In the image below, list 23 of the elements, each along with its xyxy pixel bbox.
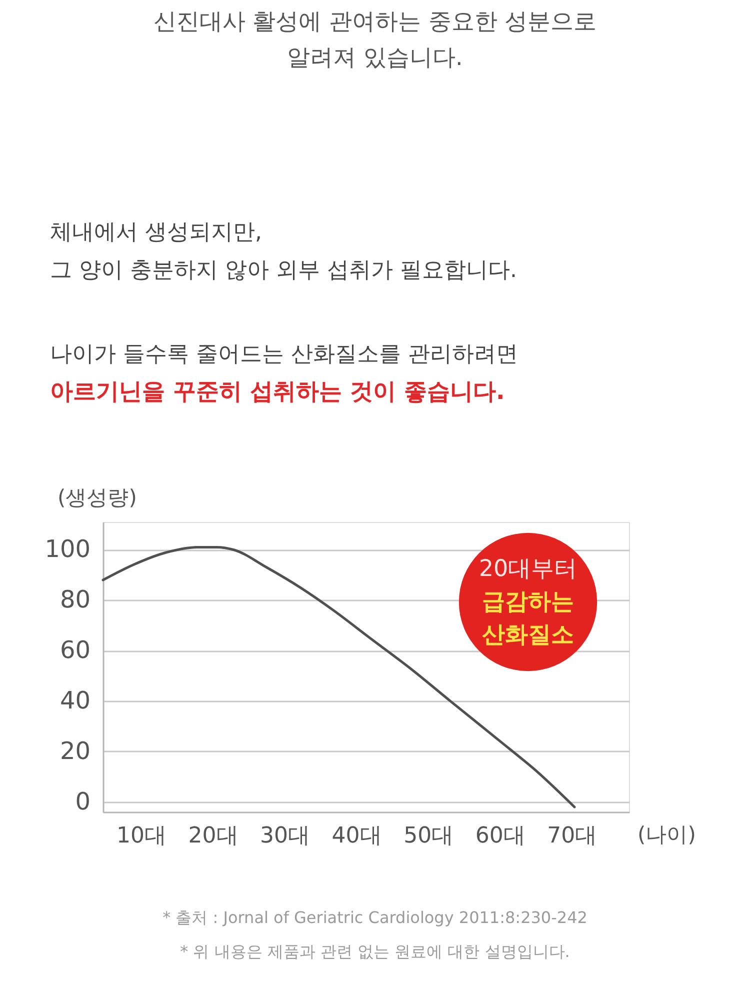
text: * 위 내용은 제품과 관련 없는 원료에 대한 설명입니다. <box>180 942 570 961</box>
text: * 출처 : Jornal of Geriatric Cardiology 2011:8:230-242 <box>162 908 588 927</box>
x-tick-label: 30대 <box>260 824 310 848</box>
x-tick-label: 60대 <box>475 824 526 848</box>
x-tick-label: 10대 <box>116 824 167 848</box>
annotation: 20대부터 급감하는 산화질소 <box>478 556 578 648</box>
y-axis-title: (생성량) <box>58 486 137 510</box>
x-tick-label: 20대 <box>188 824 238 848</box>
y-tick-label: 20 <box>60 736 90 765</box>
x-tick-label: 40대 <box>332 824 382 848</box>
text: 아르기닌을 꾸준히 섭취하는 것이 좋습니다. <box>50 379 505 405</box>
y-tick-label: 60 <box>60 636 90 664</box>
x-tick-label: 70대 <box>547 824 598 848</box>
x-tick-label: 50대 <box>404 824 454 848</box>
line-series <box>102 546 576 808</box>
text: 나이가 들수록 줄어드는 산화질소를 관리하려면 <box>50 342 518 367</box>
chart-title: 신진대사 활성에 관여하는 중요한 성분으로 알려져 있습니다. <box>153 9 597 71</box>
x-axis-title: (나이) <box>638 822 696 846</box>
y-tick-label: 0 <box>75 787 90 816</box>
y-tick-label: 40 <box>60 686 90 715</box>
y-tick-label: 100 <box>44 535 90 564</box>
y-tick-label: 80 <box>60 586 90 614</box>
chart-subtitle: 체내에서 생성되지만, 그 양이 충분하지 않아 외부 섭취가 필요합니다. <box>50 220 517 283</box>
